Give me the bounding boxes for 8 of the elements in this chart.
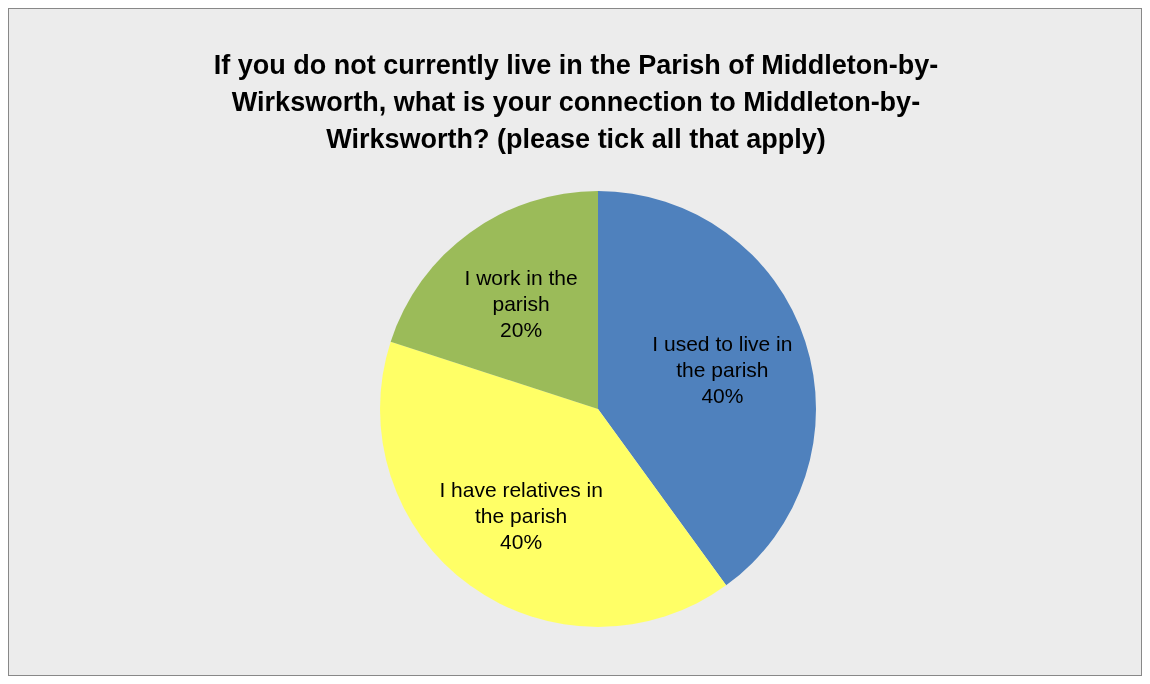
pie-slice: [390, 191, 598, 409]
slice-label: I work in the parish: [464, 265, 578, 315]
data-label: 20%: [500, 317, 543, 341]
data-label: 40%: [701, 383, 744, 407]
slice-label: I used to live in the parish: [652, 331, 793, 381]
data-label: 40%: [500, 529, 543, 553]
slice-label: I have relatives in the parish: [439, 477, 603, 527]
chart-title: If you do not currently live in the Parish of Middleton-by-Wirksworth, what is your connection to Middleton-by-Wirksworth? (please tick all that apply): [212, 49, 940, 156]
